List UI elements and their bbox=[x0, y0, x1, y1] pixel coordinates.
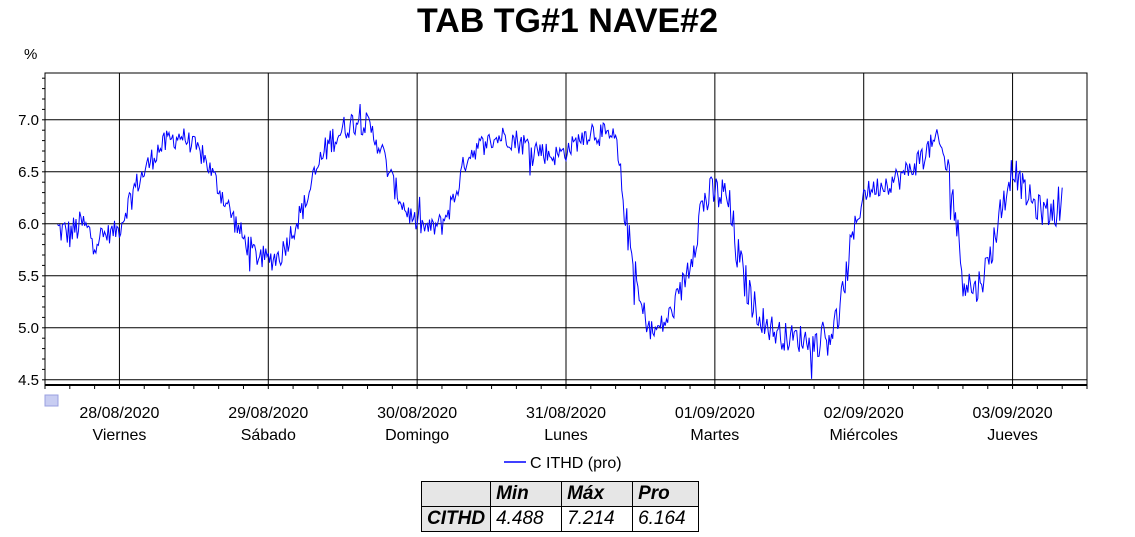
axes-layer bbox=[42, 77, 1088, 407]
x-date-label: 28/08/2020 bbox=[79, 405, 159, 422]
stats-header-max: Máx bbox=[561, 481, 634, 507]
x-day-label: Miércoles bbox=[829, 427, 897, 444]
y-tick-label: 6.0 bbox=[18, 216, 39, 233]
y-tick-label: 7.0 bbox=[18, 112, 39, 129]
label-layer: 4.5 5.0 5.5 6.0 6.5 7.0% 28/08/2020 Viernes 29/0… bbox=[18, 46, 1053, 444]
x-day-label: Lunes bbox=[544, 427, 588, 444]
x-date-label: 30/08/2020 bbox=[377, 405, 457, 422]
stats-header-avg: Pro bbox=[632, 481, 700, 507]
stats-value-avg: 6.164 bbox=[632, 506, 700, 532]
x-day-label: Jueves bbox=[987, 427, 1038, 444]
x-date-label: 31/08/2020 bbox=[526, 405, 606, 422]
stats-table: Min Máx Pro CITHD 4.488 7.214 6.164 bbox=[420, 481, 700, 532]
stats-corner-cell bbox=[420, 481, 492, 507]
stats-header-min: Min bbox=[490, 481, 563, 507]
x-date-label: 01/09/2020 bbox=[675, 405, 755, 422]
x-day-label: Martes bbox=[690, 427, 739, 444]
chart-title: TAB TG#1 NAVE#2 bbox=[416, 2, 719, 40]
y-tick-label: 6.5 bbox=[18, 164, 39, 181]
y-tick-label: 5.5 bbox=[18, 268, 39, 285]
y-tick-label: 5.0 bbox=[18, 320, 39, 337]
legend: C ITHD (pro) bbox=[504, 455, 622, 472]
stats-value-max: 7.214 bbox=[561, 506, 634, 532]
series-line-c-ithd bbox=[57, 103, 1063, 379]
x-date-label: 02/09/2020 bbox=[824, 405, 904, 422]
stats-data-row: CITHD 4.488 7.214 6.164 bbox=[420, 506, 700, 532]
x-date-label: 29/08/2020 bbox=[228, 405, 308, 422]
series-layer bbox=[57, 103, 1063, 379]
y-axis-label: % bbox=[24, 46, 37, 63]
x-day-label: Sábado bbox=[241, 427, 296, 444]
legend-label: C ITHD (pro) bbox=[530, 455, 622, 472]
x-date-label: 03/09/2020 bbox=[973, 405, 1053, 422]
x-day-label: Viernes bbox=[92, 427, 146, 444]
scroll-handle-icon bbox=[44, 394, 59, 407]
grid-layer bbox=[44, 72, 1088, 386]
stats-value-min: 4.488 bbox=[490, 506, 563, 532]
stats-row-label: CITHD bbox=[420, 506, 492, 532]
y-tick-label: 4.5 bbox=[18, 372, 39, 389]
x-day-label: Domingo bbox=[385, 427, 449, 444]
stats-header-row: Min Máx Pro bbox=[420, 481, 700, 507]
